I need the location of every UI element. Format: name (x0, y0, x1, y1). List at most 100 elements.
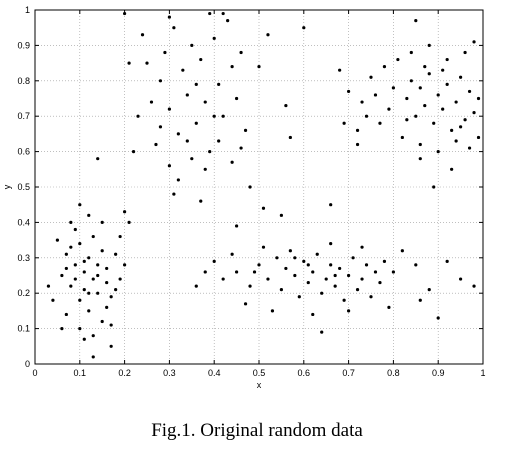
data-point (329, 242, 333, 246)
data-point (297, 295, 301, 299)
data-point (69, 284, 73, 288)
data-point (118, 234, 122, 239)
data-point (190, 157, 194, 161)
data-point (441, 107, 445, 111)
data-point (409, 50, 413, 55)
data-point (445, 57, 449, 62)
data-point (212, 114, 216, 118)
data-point (302, 259, 306, 263)
data-point (82, 259, 86, 263)
data-point (360, 100, 364, 104)
data-point (436, 93, 440, 97)
data-point (387, 107, 391, 111)
data-point (96, 273, 100, 278)
x-axis-ticks: 0 0.1 0.2 0.3 0.4 0.5 0.6 0.7 0.8 0.9 1 (32, 10, 486, 378)
data-point (217, 139, 221, 143)
x-tick-label: 0.5 (253, 368, 266, 378)
data-point (288, 249, 292, 253)
data-point (266, 33, 270, 37)
data-point (208, 11, 212, 16)
data-point (154, 142, 158, 147)
data-point (418, 142, 422, 147)
data-point (427, 43, 431, 48)
data-point (235, 224, 239, 228)
data-point (373, 270, 378, 274)
data-point (221, 11, 225, 16)
data-point (194, 121, 198, 125)
data-point (114, 252, 118, 256)
data-point (306, 263, 310, 267)
data-point (87, 291, 91, 295)
data-point (78, 298, 82, 302)
data-point (463, 118, 467, 122)
data-point (472, 40, 476, 44)
data-point (423, 65, 427, 69)
data-point (467, 89, 472, 94)
data-point (82, 270, 86, 274)
data-point (60, 327, 64, 331)
data-point (190, 43, 194, 48)
data-point (252, 270, 257, 274)
data-point (140, 33, 145, 37)
data-point (194, 284, 198, 288)
data-point (235, 96, 239, 101)
data-point (127, 61, 131, 65)
data-point (329, 203, 333, 207)
data-point (391, 86, 395, 90)
data-point (396, 57, 400, 62)
data-point (445, 259, 449, 263)
y-tick-label: 1 (25, 5, 30, 15)
data-point (131, 150, 136, 154)
data-point (338, 68, 342, 72)
data-point (467, 146, 472, 150)
x-tick-label: 0.8 (387, 368, 400, 378)
data-point (472, 111, 476, 115)
data-point (454, 100, 458, 104)
x-tick-label: 0.2 (118, 368, 131, 378)
data-point (472, 284, 476, 288)
data-point (418, 298, 422, 302)
data-point (158, 125, 163, 129)
data-point (432, 185, 436, 189)
data-point (181, 68, 185, 72)
data-point (423, 103, 427, 108)
data-point (212, 36, 216, 40)
data-point (64, 252, 68, 256)
data-point (257, 65, 261, 69)
data-point (418, 86, 422, 90)
data-point (405, 118, 409, 122)
data-point (235, 270, 239, 274)
data-point (293, 273, 297, 278)
data-point (100, 319, 104, 324)
data-point (476, 96, 481, 101)
data-point (217, 82, 221, 86)
data-point (454, 139, 458, 143)
data-point (360, 245, 364, 249)
data-point (261, 206, 266, 210)
data-point (306, 280, 310, 285)
data-point (369, 75, 373, 79)
data-point (185, 93, 189, 97)
data-point (105, 266, 109, 271)
data-point (355, 288, 360, 292)
data-point (69, 220, 73, 224)
data-point (311, 270, 315, 274)
data-point (432, 121, 436, 125)
data-point (123, 210, 127, 214)
x-tick-label: 0.3 (163, 368, 176, 378)
data-point (324, 277, 328, 281)
data-point (64, 312, 68, 317)
data-point (172, 26, 176, 30)
data-point (243, 128, 248, 132)
data-point (261, 245, 266, 249)
data-point (364, 263, 369, 267)
data-point (427, 72, 431, 76)
data-point (82, 337, 86, 341)
data-point (257, 263, 261, 267)
data-point (284, 266, 288, 271)
data-point (329, 263, 333, 267)
data-point (347, 89, 351, 94)
data-point (176, 132, 180, 136)
data-point (333, 273, 337, 278)
data-point (302, 26, 306, 30)
